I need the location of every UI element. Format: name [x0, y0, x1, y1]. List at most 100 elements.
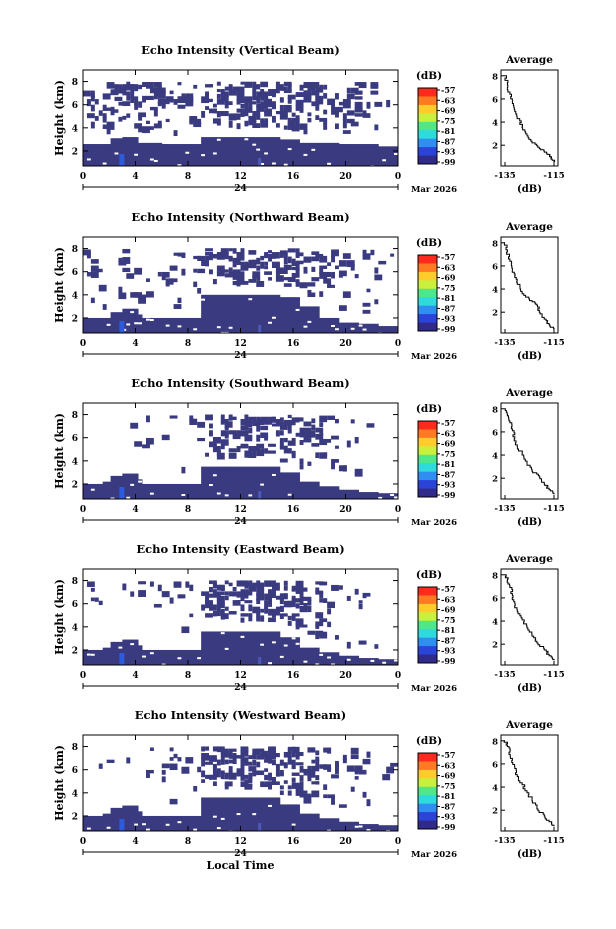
echo-speck — [209, 252, 213, 257]
echo-speck — [287, 430, 292, 434]
echo-gap — [350, 327, 355, 330]
echo-speck — [287, 600, 296, 608]
colorbar-segment — [418, 263, 437, 273]
echo-speck — [327, 281, 332, 288]
echo-gap — [350, 664, 355, 667]
date-month-label: Mar 2026 — [411, 850, 457, 860]
echo-speck — [256, 265, 261, 271]
echo-gap — [366, 829, 371, 832]
echo-speck — [295, 99, 304, 106]
echo-speck — [205, 452, 209, 457]
echo-speck — [311, 772, 316, 778]
echo-core — [119, 487, 125, 499]
echo-speck — [299, 433, 304, 438]
echo-speck — [205, 248, 213, 252]
echo-speck — [331, 797, 335, 804]
x-tick-label: 16 — [287, 505, 300, 515]
echo-speck — [338, 585, 343, 590]
y-tick-label: 6 — [72, 766, 78, 776]
echo-speck — [287, 419, 296, 426]
avg-x-tick-label: -135 — [494, 171, 515, 181]
y-tick-label: 8 — [72, 78, 78, 88]
echo-speck — [149, 106, 158, 111]
echo-column — [315, 647, 320, 665]
echo-column — [201, 294, 206, 333]
echo-speck — [252, 759, 257, 766]
echo-speck — [114, 84, 123, 88]
echo-speck — [307, 461, 312, 466]
echo-speck — [216, 265, 225, 272]
echo-gap — [146, 828, 150, 831]
echo-speck — [350, 121, 359, 127]
echo-speck — [374, 644, 379, 649]
echo-speck — [244, 81, 253, 88]
echo-speck — [315, 621, 324, 627]
echo-column — [291, 804, 297, 831]
echo-gap — [303, 660, 308, 663]
echo-speck — [295, 281, 300, 287]
echo-speck — [283, 585, 288, 591]
echo-speck — [228, 755, 233, 759]
colorbar-tick-label: -75 — [441, 283, 455, 293]
x-tick-label: 16 — [287, 837, 300, 847]
echo-speck — [98, 284, 107, 292]
echo-column — [185, 483, 190, 499]
colorbar-segment — [418, 612, 437, 622]
echo-column — [338, 821, 344, 831]
avg-x-tick-label: -135 — [494, 836, 515, 846]
echo-speck — [354, 436, 359, 444]
echo-column — [268, 294, 273, 333]
echo-speck — [244, 761, 253, 766]
echo-column — [197, 483, 202, 499]
echo-column — [232, 294, 237, 333]
avg-x-tick-label: -115 — [543, 171, 564, 181]
echo-speck — [212, 580, 217, 585]
echo-speck — [212, 445, 221, 453]
echo-speck — [134, 98, 139, 106]
echo-speck — [272, 261, 276, 266]
echo-column — [299, 481, 304, 499]
echo-speck — [244, 106, 249, 113]
echo-speck — [264, 111, 273, 117]
colorbar-segment — [418, 769, 437, 779]
echo-speck — [264, 600, 269, 605]
echo-speck — [268, 602, 272, 607]
echo-speck — [244, 781, 249, 788]
echo-speck — [260, 255, 265, 261]
echo-speck — [169, 757, 174, 761]
echo-speck — [169, 265, 178, 271]
echo-column — [358, 658, 363, 665]
echo-column — [272, 294, 277, 333]
colorbar-segment — [418, 297, 437, 307]
echo-column — [303, 813, 308, 831]
echo-column — [161, 317, 167, 333]
echo-speck — [295, 580, 304, 588]
echo-column — [197, 317, 202, 333]
echo-column — [311, 481, 316, 499]
echo-column — [323, 317, 328, 333]
echo-speck — [315, 253, 324, 258]
y-tick-label: 6 — [72, 600, 78, 610]
x-tick-label: 0 — [395, 339, 401, 349]
echo-column — [173, 649, 178, 665]
echo-speck — [260, 261, 265, 267]
echo-speck — [264, 606, 269, 614]
echo-speck — [299, 282, 308, 289]
echo-speck — [346, 93, 355, 100]
echo-gap — [378, 496, 383, 499]
echo-column — [165, 144, 171, 166]
echo-speck — [287, 425, 292, 431]
echo-speck — [94, 597, 99, 602]
echo-speck — [342, 465, 347, 472]
y-tick-label: 6 — [72, 434, 78, 444]
echo-speck — [216, 759, 221, 766]
date-month-label: Mar 2026 — [411, 684, 457, 694]
echo-column — [165, 649, 171, 665]
x-tick-label: 12 — [234, 837, 247, 847]
colorbar-segment — [418, 121, 437, 131]
colorbar-segment — [418, 753, 437, 762]
echo-speck — [283, 593, 288, 597]
echo-gap — [177, 164, 182, 167]
echo-speck — [275, 81, 280, 86]
echo-speck — [362, 309, 371, 314]
